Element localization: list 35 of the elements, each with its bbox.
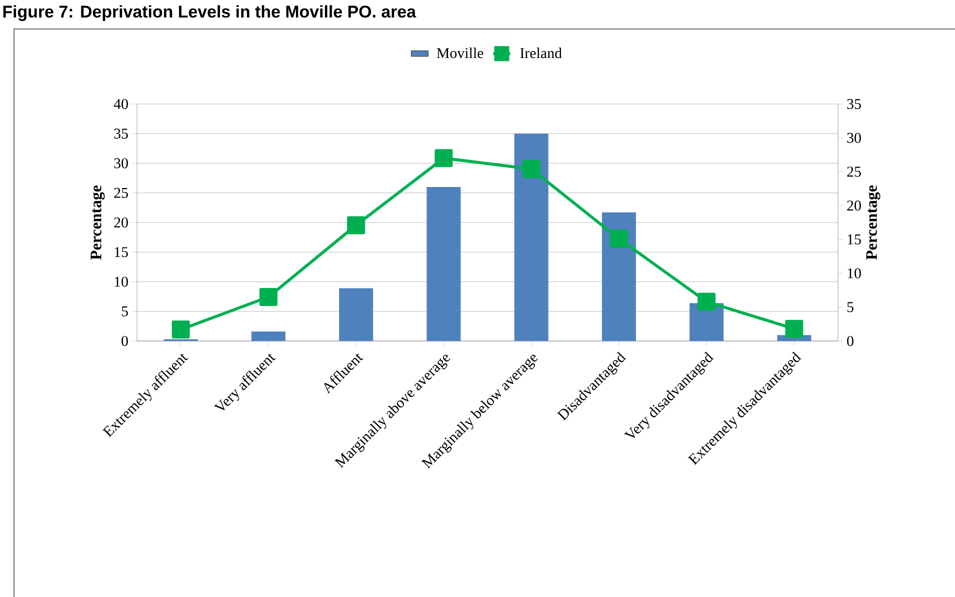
legend-label: Ireland [520,48,562,58]
y-tick-label: 25 [114,188,128,198]
bar [602,212,636,341]
point [785,320,804,338]
bar [339,288,374,341]
y2-tick-label: 10 [848,268,861,278]
legend-label: Moville [436,48,484,58]
y2-tick-label: 25 [847,166,861,177]
y-tick-label: 30 [114,158,128,168]
y-tick-label: 10 [114,276,128,287]
bar [426,186,461,341]
y2-tick-label: 0 [847,336,854,346]
y2-tick-label: 30 [847,132,861,143]
point [610,230,628,248]
y-tick-label: 20 [114,217,128,228]
y-tick-label: 15 [114,247,128,258]
point [434,149,453,168]
y2-tick-label: 35 [847,98,861,110]
y2-axis-title: Percentage [866,185,880,260]
bar [251,332,286,341]
y2-tick-label: 5 [847,302,854,312]
y-tick-label: 0 [122,336,128,346]
point [698,292,716,311]
y2-tick-label: 20 [847,200,861,211]
bar [514,134,548,341]
y-tick-label: 40 [114,98,128,110]
y-axis-title: Percentage [90,185,105,260]
y-tick-label: 35 [114,128,128,139]
y2-tick-label: 15 [848,234,861,244]
y-tick-label: 5 [122,306,128,316]
point [347,216,366,234]
chart-title: Figure 7: Deprivation Levels in the Moville PO. area [3,5,416,22]
point [172,320,190,338]
point [259,288,278,306]
point [522,160,540,178]
